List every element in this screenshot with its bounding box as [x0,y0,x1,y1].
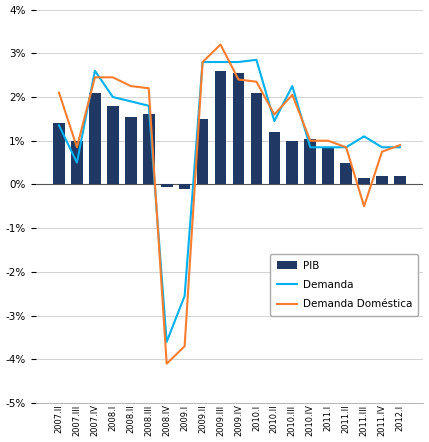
Bar [287,141,298,184]
Demanda Doméstica [74,145,79,150]
Demanda [290,84,295,89]
Demanda Doméstica [308,138,313,143]
Demanda Doméstica [272,112,277,117]
Demanda [164,339,169,344]
Demanda Doméstica [92,75,97,80]
Bar [322,147,334,184]
Demanda [110,94,115,99]
Line: Demanda Doméstica: Demanda Doméstica [59,45,400,364]
Demanda Doméstica [110,75,115,80]
Demanda [254,57,259,62]
Demanda Doméstica [128,84,133,89]
Bar [233,73,244,184]
Bar [394,176,406,184]
Demanda [57,123,62,128]
Bar [305,138,316,184]
Demanda [128,99,133,104]
Demanda [182,293,187,299]
Demanda [380,145,385,150]
Demanda [397,145,402,150]
Bar [107,106,119,184]
Demanda [236,59,241,65]
Demanda [272,118,277,124]
Bar [125,117,136,184]
Bar [143,114,154,184]
Demanda Doméstica [344,145,349,150]
Demanda [74,160,79,165]
Demanda [146,103,151,108]
Demanda Doméstica [218,42,223,47]
Demanda [218,59,223,65]
Demanda Doméstica [397,142,402,148]
Demanda Doméstica [290,92,295,98]
Demanda Doméstica [380,149,385,154]
Bar [269,132,280,184]
Line: Demanda: Demanda [59,60,400,342]
Demanda Doméstica [57,90,62,95]
Bar [376,176,388,184]
Demanda [308,145,313,150]
Demanda [92,68,97,73]
Bar [161,184,172,187]
Demanda Doméstica [146,86,151,91]
Demanda Doméstica [236,77,241,82]
Bar [53,123,65,184]
Demanda [326,145,331,150]
Legend: PIB, Demanda, Demanda Doméstica: PIB, Demanda, Demanda Doméstica [270,255,418,316]
Demanda Doméstica [326,138,331,143]
Bar [340,163,352,184]
Bar [89,93,101,184]
Bar [358,178,370,184]
Demanda Doméstica [254,79,259,84]
Bar [197,119,208,184]
Bar [251,93,262,184]
Demanda Doméstica [362,204,367,209]
Demanda Doméstica [200,59,205,65]
Bar [214,71,227,184]
Demanda Doméstica [164,361,169,366]
Bar [179,184,190,189]
Demanda Doméstica [182,343,187,349]
Demanda [362,133,367,139]
Demanda [200,59,205,65]
Bar [71,141,83,184]
Demanda [344,145,349,150]
